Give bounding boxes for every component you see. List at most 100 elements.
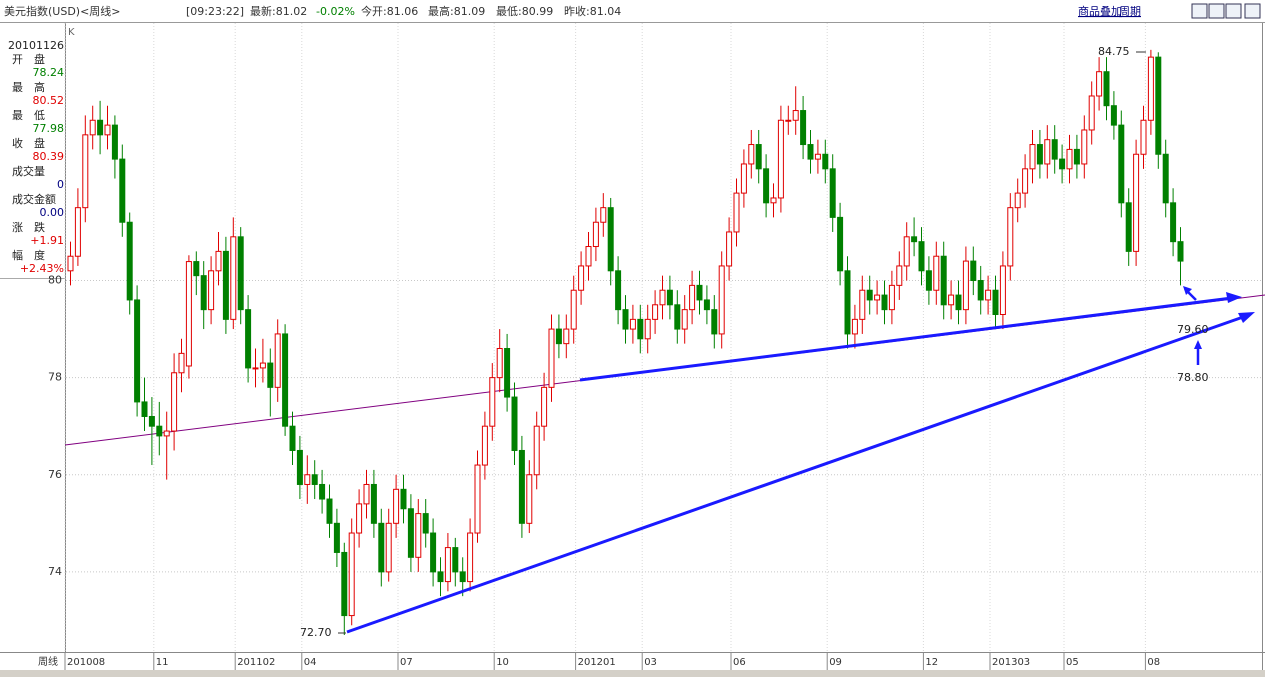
level-annotation: 79.60 [1177, 323, 1209, 336]
candle-body [296, 449, 303, 485]
candle-body [1110, 105, 1117, 126]
candle-body [289, 425, 296, 451]
candle-body [622, 309, 629, 330]
x-tick-label: 12 [925, 657, 938, 668]
candle-body [748, 144, 755, 165]
candle-body [578, 265, 585, 291]
candle-body [1155, 56, 1162, 155]
candle-body [348, 532, 355, 617]
layout-button[interactable] [1225, 3, 1242, 19]
candle-body [563, 328, 570, 345]
candle-body [393, 488, 400, 524]
period-link[interactable]: 周期 [1119, 5, 1141, 18]
candle-body [1133, 153, 1140, 252]
info-value: 0.00 [40, 206, 65, 219]
candle-body [156, 425, 163, 437]
candle-body [489, 377, 496, 427]
candle-body [985, 289, 992, 301]
candle-body [208, 270, 215, 311]
candle-body [163, 430, 170, 437]
candle-body [1140, 119, 1147, 155]
instrument-title: 美元指数(USD)<周线> [4, 4, 121, 18]
header-bar [0, 0, 1265, 22]
candle-body [807, 144, 814, 160]
candle-body [903, 236, 910, 267]
candle-body [193, 261, 200, 277]
candle-body [600, 207, 607, 223]
candle-body [822, 153, 829, 170]
candle-body [341, 551, 348, 617]
candle-body [326, 498, 333, 524]
candle-body [400, 488, 407, 510]
candle-body [570, 289, 577, 330]
candle-body [148, 415, 155, 427]
candle-body [252, 367, 259, 370]
candle-body [785, 119, 792, 122]
candle-body [726, 231, 733, 267]
candle-body [1007, 207, 1014, 267]
candle-body [925, 270, 932, 291]
candle-body [755, 144, 762, 170]
candle-body [696, 284, 703, 301]
candle-body [74, 207, 81, 257]
overlay-link[interactable]: 商品叠加 [1078, 4, 1122, 18]
candle-body [526, 474, 533, 524]
candle-body [829, 168, 836, 218]
x-tick-label: 08 [1147, 657, 1160, 668]
candle-body [407, 508, 414, 558]
candle-body [97, 119, 104, 136]
open-price: 今开:81.06 [361, 4, 418, 18]
candle-body [955, 294, 962, 311]
candle-body [703, 299, 710, 311]
x-tick-label: 201102 [237, 657, 275, 668]
x-tick-label: 07 [400, 657, 413, 668]
candle-body [970, 260, 977, 282]
candle-body [837, 216, 844, 272]
latest: 最新:81.02 [250, 4, 307, 18]
candle-body [1125, 202, 1132, 252]
candle-body [437, 571, 444, 583]
scroll-left-button[interactable] [1191, 3, 1208, 19]
x-tick-label: 04 [304, 657, 317, 668]
candle-body [467, 532, 474, 583]
candle-body [592, 221, 599, 248]
candle-body [1170, 202, 1177, 243]
change: -0.02% [316, 5, 355, 18]
candle-body [481, 425, 488, 466]
candle-body [134, 299, 141, 403]
candles [67, 49, 1184, 636]
candle-body [770, 197, 777, 204]
candle-body [800, 110, 807, 146]
scroll-right-button[interactable] [1208, 3, 1225, 19]
candle-body [474, 464, 481, 534]
candle-body [881, 294, 888, 311]
info-label: 幅 度 [12, 248, 45, 262]
info-value: 80.39 [33, 150, 65, 163]
candle-body [259, 362, 266, 369]
candle-body [422, 513, 429, 534]
candle-body [82, 134, 89, 209]
info-value: 77.98 [33, 122, 65, 135]
candle-body [67, 255, 74, 272]
info-value: 80.52 [33, 94, 65, 107]
support-line-lower [346, 314, 1247, 634]
candle-body [245, 309, 252, 369]
candle-body [859, 289, 866, 320]
candle-body [992, 289, 999, 316]
info-date: 20101126 [8, 39, 64, 52]
info-label: 涨 跌 [12, 220, 45, 234]
candle-body [674, 304, 681, 330]
candle-body [659, 289, 666, 306]
arrow-head [1226, 292, 1242, 303]
candle-body [681, 309, 688, 330]
candle-body [311, 474, 318, 485]
candle-body [718, 265, 725, 335]
candle-body [370, 483, 377, 524]
candle-body [763, 168, 770, 204]
grid [64, 23, 1262, 652]
candle-body [237, 236, 244, 311]
maximize-button[interactable] [1244, 3, 1261, 19]
candle-body [555, 328, 562, 345]
arrow-head [1183, 286, 1192, 295]
candle-body [933, 255, 940, 291]
